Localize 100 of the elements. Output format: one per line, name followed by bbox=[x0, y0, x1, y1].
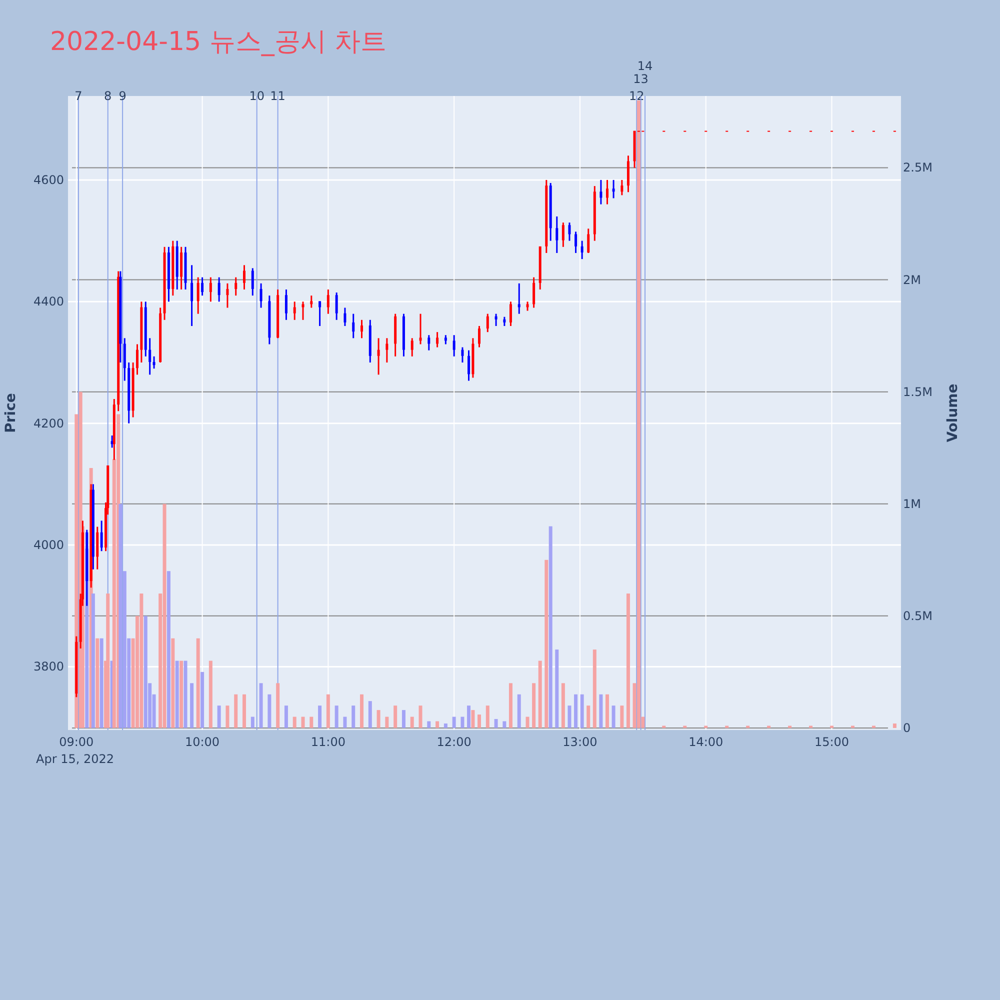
candlestick bbox=[226, 282, 229, 308]
y2-tick-label: 0 bbox=[903, 720, 911, 735]
bar bbox=[259, 683, 263, 728]
bar bbox=[580, 694, 584, 728]
bar bbox=[100, 638, 104, 728]
bar bbox=[217, 706, 221, 728]
bar bbox=[166, 571, 170, 728]
candlestick bbox=[218, 276, 220, 302]
candlestick bbox=[201, 276, 204, 296]
y-tick-label: 4000 bbox=[33, 538, 64, 552]
candlestick bbox=[486, 313, 489, 333]
candlestick bbox=[532, 276, 536, 308]
y2-tick-label: 2M bbox=[903, 272, 921, 287]
text: Apr 15, 2022 bbox=[36, 752, 114, 766]
candlestick bbox=[574, 230, 578, 254]
bar bbox=[526, 716, 530, 728]
bar bbox=[620, 706, 624, 728]
chart-title: 2022-04-15 뉴스_공시 차트 bbox=[50, 27, 387, 57]
candlestick bbox=[419, 313, 422, 345]
candlestick bbox=[243, 264, 246, 290]
candlestick bbox=[335, 292, 338, 321]
candlestick bbox=[612, 179, 615, 199]
bar bbox=[118, 504, 122, 728]
candlestick bbox=[620, 179, 624, 196]
y2-tick-label: 0.5M bbox=[903, 608, 932, 623]
ref-line-label: 14 bbox=[637, 59, 653, 73]
bar bbox=[175, 660, 179, 728]
candlestick bbox=[468, 350, 470, 382]
bar bbox=[517, 694, 521, 728]
bar bbox=[592, 650, 596, 728]
candlestick bbox=[562, 222, 564, 248]
candlestick bbox=[251, 267, 254, 296]
y2-axis-title: Volume bbox=[945, 384, 961, 442]
x-tick-label: 13:00 bbox=[562, 735, 598, 749]
candlestick bbox=[360, 319, 364, 339]
y2-tick-label: 1.5M bbox=[903, 384, 932, 399]
candlestick bbox=[209, 276, 212, 302]
ref-line-label: 11 bbox=[270, 89, 286, 103]
bar bbox=[385, 716, 389, 728]
bar bbox=[612, 706, 616, 728]
candlestick bbox=[152, 356, 156, 370]
bar bbox=[368, 701, 372, 728]
bar bbox=[452, 716, 456, 728]
bar bbox=[508, 683, 512, 728]
bar bbox=[234, 694, 238, 728]
bar bbox=[418, 706, 422, 728]
candlestick bbox=[587, 228, 590, 254]
candlestick bbox=[377, 337, 380, 376]
candlestick bbox=[148, 337, 152, 376]
x-tick-label: 14:00 bbox=[688, 735, 724, 749]
candlestick bbox=[494, 313, 498, 327]
bar bbox=[190, 683, 194, 728]
bar bbox=[410, 716, 414, 728]
bar bbox=[140, 594, 144, 728]
bar bbox=[574, 694, 578, 728]
bar bbox=[96, 638, 100, 728]
candlestick bbox=[444, 334, 447, 345]
candlestick bbox=[410, 337, 414, 358]
candlestick bbox=[580, 240, 584, 260]
bar bbox=[436, 721, 440, 728]
ref-line-label: 9 bbox=[118, 89, 126, 103]
y2-tick-label: 1M bbox=[903, 496, 921, 511]
bar bbox=[599, 694, 603, 728]
bar bbox=[486, 706, 490, 728]
y-tick-label: 4200 bbox=[33, 416, 64, 430]
bar bbox=[318, 706, 322, 728]
candlestick bbox=[478, 325, 481, 348]
candlestick bbox=[326, 288, 330, 315]
candlestick bbox=[260, 282, 262, 308]
candlestick bbox=[436, 331, 439, 348]
candlestick bbox=[452, 334, 456, 358]
bar bbox=[200, 672, 204, 728]
bar bbox=[394, 706, 398, 728]
x-tick-label: 09:00 bbox=[59, 735, 94, 749]
bar bbox=[444, 724, 448, 728]
bar bbox=[352, 706, 356, 728]
bar bbox=[605, 694, 609, 728]
bar bbox=[180, 660, 184, 728]
candlestick bbox=[293, 300, 296, 321]
candlestick bbox=[344, 306, 346, 327]
x-tick-label: 12:00 bbox=[436, 735, 472, 749]
candlestick bbox=[600, 179, 602, 206]
candlestick bbox=[509, 300, 512, 327]
candlestick bbox=[234, 276, 238, 296]
ref-line-label: 8 bbox=[104, 89, 112, 103]
candlestick bbox=[526, 300, 529, 312]
candlestick bbox=[461, 346, 464, 364]
bar bbox=[326, 694, 330, 728]
bar bbox=[208, 660, 212, 728]
bar bbox=[478, 714, 482, 728]
candlestick bbox=[196, 276, 200, 315]
bar bbox=[91, 594, 95, 728]
bar bbox=[892, 724, 896, 728]
bar bbox=[196, 638, 200, 728]
y-tick-label: 3800 bbox=[33, 660, 64, 674]
candlestick bbox=[606, 179, 608, 206]
y-tick-label: 4600 bbox=[33, 172, 64, 187]
candlestick bbox=[503, 316, 506, 327]
candlestick bbox=[284, 288, 288, 321]
candlestick bbox=[318, 300, 322, 327]
